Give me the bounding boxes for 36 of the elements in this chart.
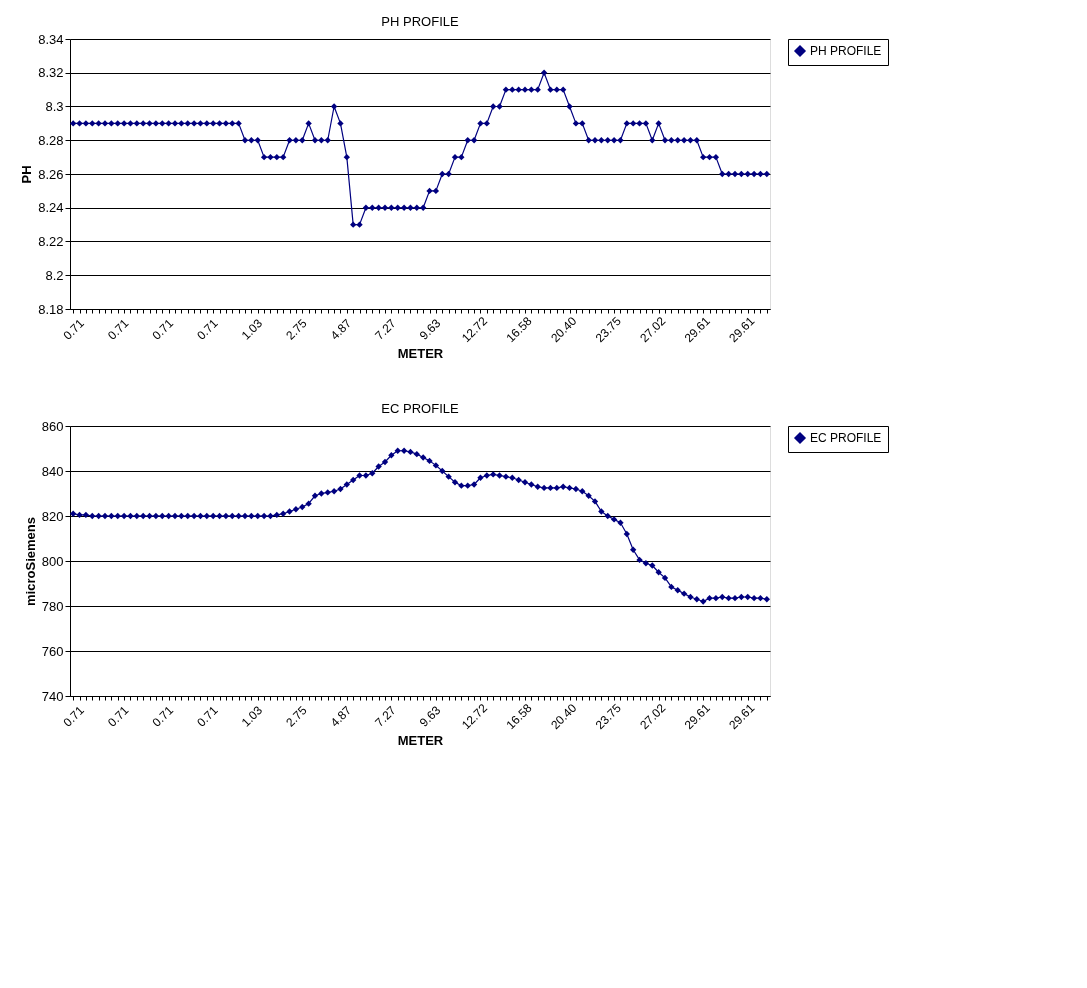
y-tick-label: 760	[41, 643, 64, 659]
x-tick-label: 0.71	[149, 316, 177, 343]
x-axis-title: METER	[397, 346, 444, 362]
y-tick-label: 8.18	[38, 301, 64, 317]
y-tick-label: 8.34	[38, 31, 64, 47]
x-tick-label: 0.71	[105, 316, 132, 343]
x-tick-label: 7.27	[372, 703, 399, 730]
y-tick-label: 8.28	[38, 132, 64, 148]
y-tick-label: 8.3	[45, 99, 64, 114]
y-tick-label: 800	[41, 553, 64, 569]
y-tick-label: 740	[41, 688, 64, 704]
x-tick-label: 0.71	[60, 703, 88, 730]
legend-label: PH PROFILE	[810, 44, 882, 58]
y-tick-label: 8.24	[38, 200, 64, 216]
chart-title: PH PROFILE	[381, 14, 459, 29]
y-tick-label: 8.2	[45, 267, 64, 283]
x-tick-label: 7.27	[372, 316, 399, 343]
x-tick-label: 0.71	[194, 316, 221, 343]
x-tick-label: 4.87	[327, 703, 355, 730]
y-axis-title: microSiemens	[22, 517, 38, 606]
y-tick-label: 8.22	[38, 234, 64, 249]
x-tick-label: 0.71	[194, 703, 221, 730]
x-tick-label: 0.71	[60, 316, 88, 343]
x-tick-label: 4.87	[327, 316, 355, 343]
x-axis-title: METER	[397, 733, 444, 749]
y-tick-label: 820	[41, 508, 64, 524]
legend-label: EC PROFILE	[810, 431, 882, 445]
y-tick-label: 860	[41, 418, 64, 434]
y-tick-label: 8.32	[38, 65, 64, 81]
x-tick-label: 0.71	[105, 703, 132, 730]
chart-title: EC PROFILE	[381, 401, 459, 416]
y-tick-label: 780	[41, 598, 64, 614]
y-axis-title: PH	[19, 165, 35, 184]
x-tick-label: 0.71	[149, 703, 177, 730]
y-tick-label: 840	[41, 463, 64, 479]
y-tick-label: 8.26	[38, 166, 64, 182]
